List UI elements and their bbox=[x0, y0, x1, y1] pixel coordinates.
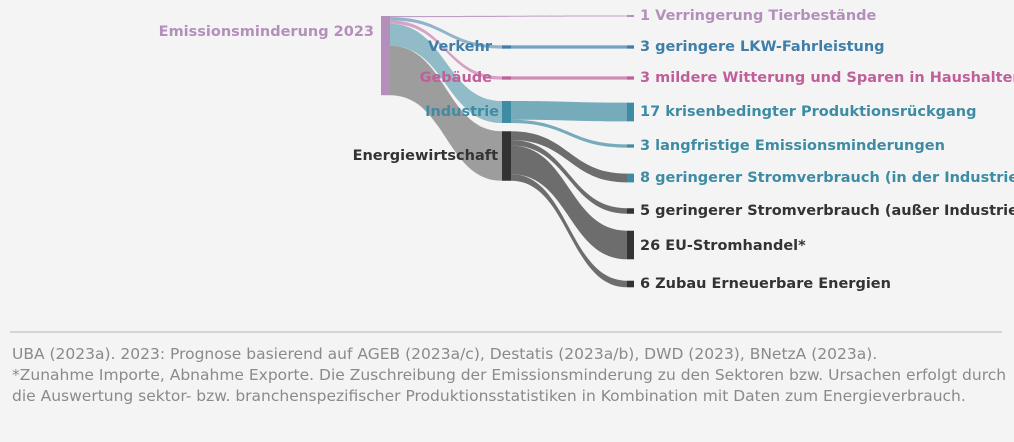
sector-label-energiewirtschaft: Energiewirtschaft bbox=[352, 148, 498, 164]
link-energie-8 bbox=[511, 174, 627, 288]
footer-notes: UBA (2023a). 2023: Prognose basierend au… bbox=[12, 344, 1007, 407]
link-industrie-3 bbox=[511, 101, 627, 122]
target-label-tierbestaende: 1 Verringerung Tierbestände bbox=[640, 8, 877, 24]
target-label-stromhandel: 26 EU-Stromhandel* bbox=[640, 238, 806, 254]
footer-note-line: *Zunahme Importe, Abnahme Exporte. Die Z… bbox=[12, 366, 1007, 405]
link-energie-5 bbox=[511, 131, 627, 183]
target-label-lkw: 3 geringere LKW-Fahrleistung bbox=[640, 39, 885, 55]
target-label-produktion: 17 krisenbedingter Produktionsrückgang bbox=[640, 104, 977, 120]
target-label-langfristig: 3 langfristige Emissionsminderungen bbox=[640, 138, 945, 154]
node-energie bbox=[502, 131, 511, 181]
link-source-tierbestaende bbox=[390, 15, 627, 18]
link-source-industrie bbox=[390, 23, 502, 124]
node-target-4 bbox=[627, 144, 634, 148]
link-energie-6 bbox=[511, 140, 627, 214]
sector-label-gebaeude: Gebäude bbox=[419, 70, 492, 86]
link-energie-7 bbox=[511, 145, 627, 260]
footer-source-line: UBA (2023a). 2023: Prognose basierend au… bbox=[12, 345, 878, 363]
target-label-erneuerbare: 6 Zubau Erneuerbare Energien bbox=[640, 276, 891, 292]
node-target-2 bbox=[627, 76, 634, 80]
node-industrie bbox=[502, 101, 511, 123]
link-industrie-4 bbox=[511, 119, 627, 148]
node-target-8 bbox=[627, 280, 634, 288]
target-label-strom-industrie: 8 geringerer Stromverbrauch (in der Indu… bbox=[640, 170, 1014, 186]
target-label-witterung: 3 mildere Witterung und Sparen in Hausha… bbox=[640, 70, 1014, 86]
node-verkehr bbox=[502, 45, 511, 49]
source-label: Emissionsminderung 2023 bbox=[158, 24, 374, 40]
target-label-strom-ausser: 5 geringerer Stromverbrauch (außer Indus… bbox=[640, 203, 1014, 219]
node-gebaeude bbox=[502, 76, 511, 80]
link-gebaeude-2 bbox=[511, 76, 627, 80]
link-source-verkehr bbox=[390, 17, 502, 49]
link-verkehr-1 bbox=[511, 45, 627, 49]
node-target-5 bbox=[627, 173, 634, 183]
node-source bbox=[381, 16, 390, 96]
node-target-7 bbox=[627, 230, 634, 260]
sankey-diagram bbox=[381, 15, 634, 288]
sector-label-verkehr: Verkehr bbox=[428, 39, 492, 55]
node-target-1 bbox=[627, 45, 634, 49]
sector-label-industrie: Industrie bbox=[425, 104, 499, 120]
divider bbox=[10, 331, 1002, 333]
node-target-3 bbox=[627, 102, 634, 122]
link-source-gebaeude bbox=[390, 20, 502, 80]
node-target-6 bbox=[627, 208, 634, 214]
link-source-energie bbox=[390, 45, 502, 181]
node-target-0 bbox=[627, 15, 634, 17]
